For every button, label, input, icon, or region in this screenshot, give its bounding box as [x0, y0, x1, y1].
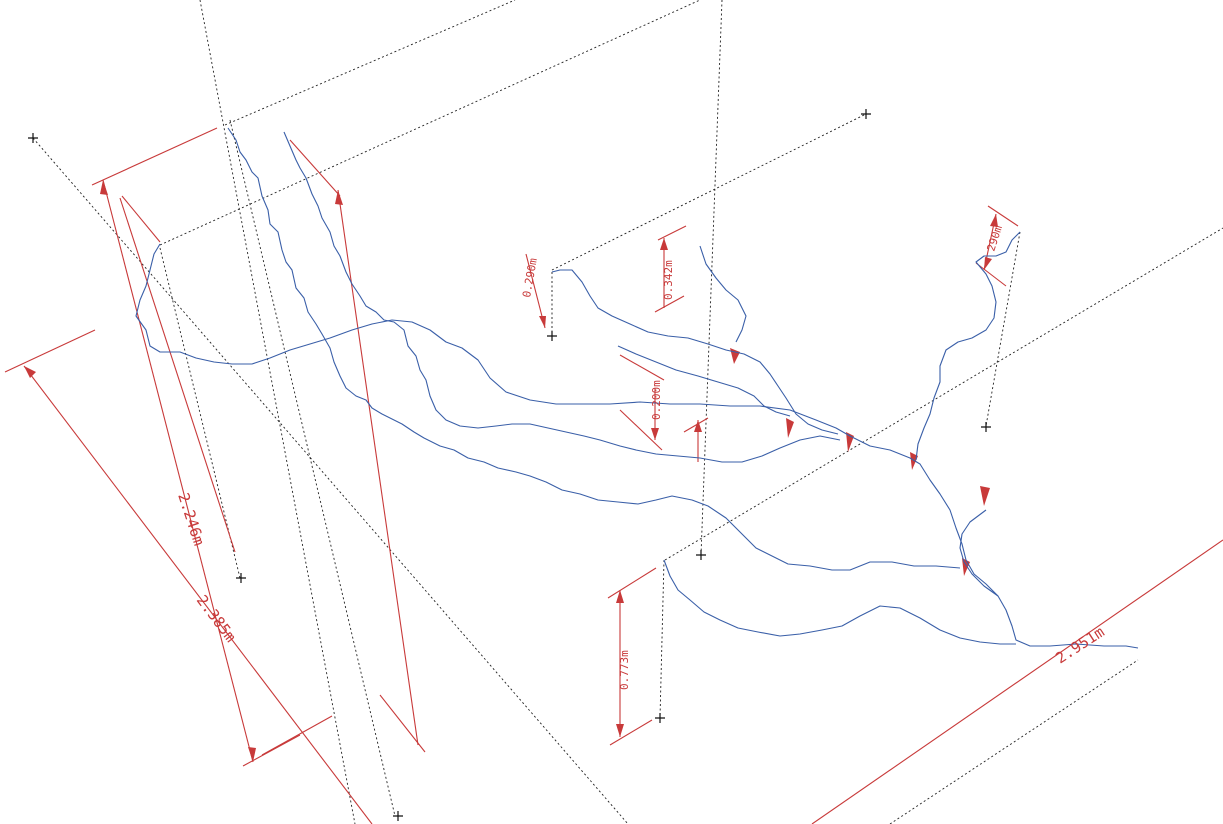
- dim-marker: [980, 486, 990, 506]
- dim-line-small: [525, 253, 546, 329]
- guide-vertical-left-a: [199, 0, 356, 824]
- guide-right-drop: [985, 231, 1021, 427]
- dim-arrow: [335, 190, 343, 205]
- dim-extension: [121, 195, 161, 243]
- river-trace-b: [283, 131, 841, 463]
- dim-arrow: [694, 420, 702, 432]
- dim-arrow: [24, 366, 36, 378]
- river-trace-a: [227, 127, 961, 571]
- dim-label-mid: 0.200m: [650, 380, 663, 420]
- dim-extension: [654, 295, 685, 313]
- river-trace-c: [135, 243, 1139, 649]
- point-marker: [696, 550, 706, 560]
- dim-label-small: 0.290m: [520, 257, 540, 299]
- guide-diagonal-long: [32, 137, 629, 824]
- dim-arrow: [651, 428, 659, 440]
- dim-extension: [987, 205, 1019, 227]
- guide-upper-right: [551, 113, 867, 271]
- guide-bottom-drop: [659, 559, 665, 719]
- dim-marker: [786, 418, 794, 438]
- dim-arrow: [539, 316, 546, 328]
- point-marker: [393, 811, 403, 821]
- dimension-lines: [4, 127, 1223, 824]
- point-markers: [28, 109, 991, 821]
- dim-extension: [657, 225, 687, 241]
- point-marker: [861, 109, 871, 119]
- dim-arrow: [616, 590, 624, 603]
- dim-line-middle-tall: [337, 189, 419, 746]
- dim-label-right-top: 290m: [984, 223, 1005, 253]
- dim-extension: [242, 734, 301, 767]
- dim-extension: [619, 354, 665, 381]
- dim-arrow: [984, 257, 992, 270]
- river-trace-h: [699, 245, 747, 343]
- point-marker: [236, 573, 246, 583]
- guide-center-right: [664, 227, 1223, 561]
- dim-arrow: [248, 747, 256, 762]
- dim-extension: [379, 694, 426, 753]
- river-trace-f: [617, 345, 791, 417]
- guide-top-a: [224, 0, 516, 126]
- dim-label-upper: 0.342m: [662, 260, 675, 300]
- dim-line-left-long: [102, 179, 254, 763]
- dim-label-left-outer: 2.385m: [193, 592, 240, 646]
- dim-extension: [91, 127, 218, 186]
- construction-guides: [32, 0, 1223, 824]
- point-marker: [981, 422, 991, 432]
- dim-line-left-outer: [23, 365, 373, 824]
- dim-arrow: [616, 724, 624, 737]
- dim-extension: [261, 715, 333, 756]
- dim-extension: [4, 329, 96, 373]
- point-marker: [547, 331, 557, 341]
- dim-line-left-inner: [119, 197, 236, 553]
- river-trace-e: [551, 269, 839, 435]
- dim-extension: [289, 139, 341, 197]
- guide-vertical-left-b: [229, 119, 396, 817]
- dim-arrow: [990, 214, 998, 227]
- river-profiles: [135, 127, 1139, 649]
- river-trace-g: [915, 231, 1021, 461]
- dim-line-tiny: [683, 417, 709, 433]
- point-marker: [655, 713, 665, 723]
- point-marker: [28, 133, 38, 143]
- guide-bottom-right: [889, 659, 1139, 824]
- dim-marker: [730, 348, 740, 364]
- dim-extension: [619, 409, 663, 451]
- dim-arrow: [100, 180, 108, 195]
- dim-extension: [607, 567, 657, 599]
- dim-line-long-right: [811, 539, 1223, 824]
- dim-extension: [975, 262, 1007, 287]
- river-trace-d: [663, 559, 1016, 645]
- guide-center-vertical: [700, 0, 723, 556]
- dim-extension: [609, 719, 653, 746]
- river-trace-i: [959, 509, 999, 597]
- dim-label-bottom: 0.773m: [618, 650, 631, 690]
- guide-top-b: [159, 0, 701, 246]
- dim-label-left-inner: 2.246m: [174, 491, 208, 548]
- dim-arrow: [660, 238, 668, 250]
- dimension-labels: 2.246m 2.385m 0.290m 0.342m 0.200m 0.773…: [174, 223, 1107, 690]
